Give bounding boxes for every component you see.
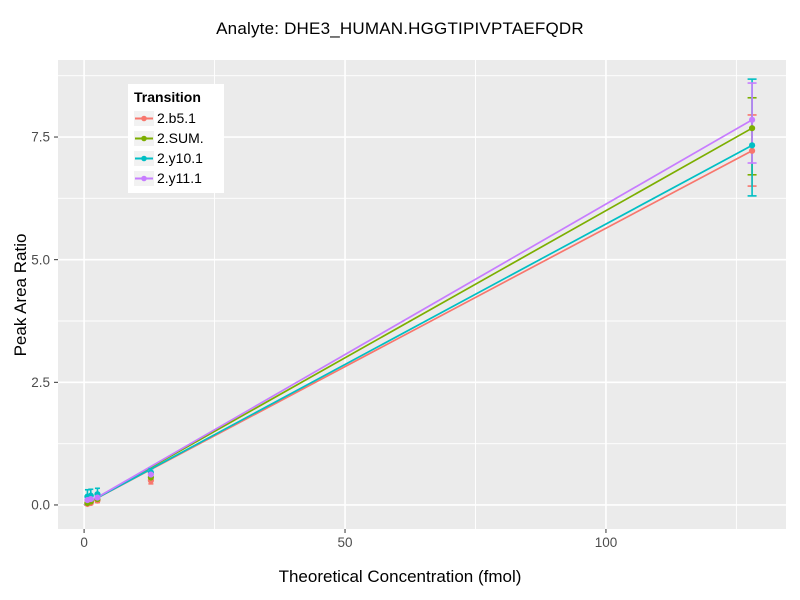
y-tick-label: 5.0	[31, 252, 50, 267]
major-gridlines	[58, 60, 786, 529]
x-axis-title: Theoretical Concentration (fmol)	[278, 567, 522, 586]
trend-line-2.SUM.	[83, 127, 753, 506]
chart-title: Analyte: DHE3_HUMAN.HGGTIPIVPTAEFQDR	[216, 19, 584, 38]
legend-entry: 2.b5.1	[134, 108, 218, 128]
trend-line-2.y11.1	[83, 119, 753, 506]
y-tick-label: 7.5	[31, 130, 50, 145]
data-points	[84, 116, 756, 508]
legend-title: Transition	[134, 89, 201, 105]
legend-entry-label: 2.y11.1	[157, 170, 202, 186]
y-tick-label: 2.5	[31, 375, 50, 390]
regression-lines	[83, 119, 753, 506]
x-tick-label: 0	[80, 535, 88, 550]
y-tick-label: 0.0	[31, 498, 50, 513]
data-point-2.y10.1	[748, 142, 756, 149]
data-point-2.y11.1	[94, 494, 101, 501]
trend-line-2.y10.1	[83, 144, 753, 506]
data-point-2.b5.1	[748, 147, 756, 154]
legend-entry-label: 2.b5.1	[157, 110, 196, 126]
data-point-2.y11.1	[87, 495, 94, 503]
axis-ticks: 0 50 100 0.0 2.5 5.0 7.5	[31, 130, 617, 550]
x-tick-label: 100	[595, 535, 618, 550]
legend-entries: 2.b5.1 2.SUM. 2.y10.1 2.y11.1	[134, 108, 218, 188]
legend-entry-label: 2.SUM.	[157, 130, 204, 146]
data-point-2.y11.1	[748, 116, 756, 123]
legend-entry: 2.y10.1	[134, 148, 218, 168]
legend-entry: 2.SUM.	[134, 128, 218, 148]
x-tick-label: 50	[338, 535, 353, 550]
data-point-2.SUM.	[748, 125, 756, 132]
legend-key-icon	[134, 170, 154, 186]
legend-key-icon	[134, 150, 154, 166]
legend: Transition 2.b5.1 2.SUM. 2.y10.1 2.y11.1	[128, 84, 224, 193]
legend-key-icon	[134, 130, 154, 146]
legend-entry-label: 2.y10.1	[157, 150, 203, 166]
data-point-2.y11.1	[147, 471, 154, 478]
legend-key-icon	[134, 110, 154, 126]
legend-entry: 2.y11.1	[134, 168, 218, 188]
